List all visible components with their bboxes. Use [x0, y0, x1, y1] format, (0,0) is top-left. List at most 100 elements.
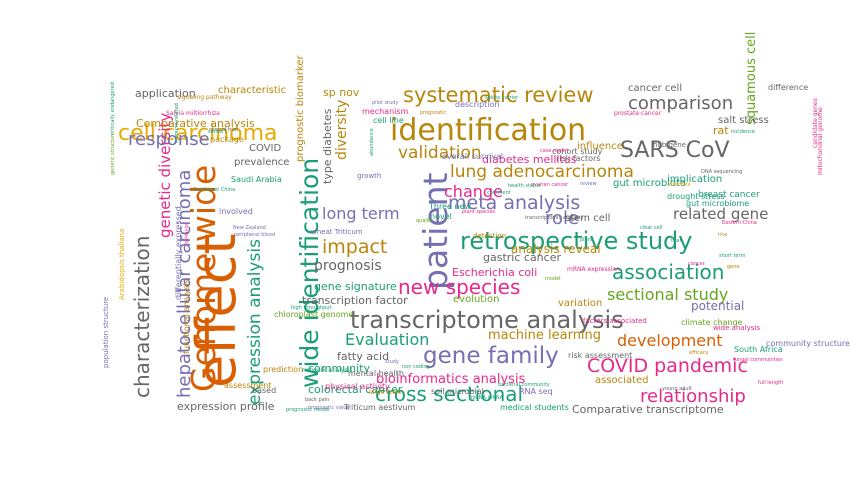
- word-population-structure: population structure: [102, 297, 110, 368]
- word-diversity: diversity: [334, 100, 350, 160]
- word-description: description: [455, 100, 499, 109]
- word-genetic-diversity: genetic diversity: [156, 113, 174, 238]
- word-transcriptome-analysis: transcriptome analysis: [350, 306, 624, 334]
- word-salvia-miltiorrhiza: Salvia miltiorrhiza: [166, 110, 220, 117]
- word-south-africa: South Africa: [734, 345, 783, 354]
- word-effect: effect: [185, 233, 248, 388]
- word-quality: quality: [416, 218, 433, 224]
- word-impact: impact: [322, 236, 387, 258]
- word-network-analysis: network analysis: [302, 367, 353, 374]
- word-solute-carrier: solute carrier: [485, 95, 519, 101]
- word-comparison: comparison: [628, 93, 733, 114]
- word-incidence: incidence: [731, 129, 755, 135]
- word-back-pain: back pain: [305, 397, 329, 403]
- word-mirna-mrna: miRNA mRNA: [469, 395, 504, 401]
- word-role: role: [545, 208, 579, 229]
- word-based: based: [252, 386, 276, 395]
- word-prognostic-model: prognostic model: [286, 407, 329, 413]
- word-prostate-cancer: prostate cancer: [614, 110, 662, 117]
- word-behavior: behavior: [184, 221, 190, 244]
- word-short-term: short term: [719, 253, 745, 259]
- word-southwest-china: Southwest China: [193, 187, 235, 193]
- word-mitochondrial-genome: mitochondrial genome: [817, 107, 824, 175]
- word-stem-cell: stem cell: [565, 213, 610, 224]
- word-clear-cell: clear cell: [640, 225, 663, 231]
- word-case-report: case report: [540, 148, 568, 154]
- word-comparative-transcriptome: Comparative transcriptome: [572, 403, 724, 416]
- word-clinical-trial: clinical trial: [209, 127, 238, 133]
- word-influence: influence: [577, 141, 623, 152]
- word-relationship: relationship: [640, 386, 746, 407]
- word-breast-cancer: breast cancer: [698, 190, 760, 200]
- word-prognostic-value: prognostic value: [308, 405, 350, 411]
- word-expression-profile: expression profile: [177, 400, 275, 413]
- word-colorectal-cancer: colorectal cancer: [308, 383, 403, 396]
- word-model: model: [545, 276, 561, 282]
- word-change: change: [444, 182, 503, 201]
- word-cancer: cancer: [688, 261, 706, 267]
- word-pilot-study: pilot study: [372, 100, 398, 106]
- word-identification: identification: [390, 113, 586, 148]
- word-rat: rat: [713, 124, 729, 137]
- word-wide-analysis: wide analysis: [713, 324, 760, 332]
- word-detection: detection: [473, 232, 506, 240]
- word-type-diabetes: type diabetes: [321, 108, 334, 184]
- word-efficacy: efficacy: [689, 350, 708, 356]
- word-hub-gene: hub gene: [653, 141, 686, 149]
- word-community: community: [308, 362, 371, 375]
- word-package: package: [210, 135, 244, 144]
- word-sars-cov: SARS CoV: [620, 138, 730, 163]
- word-prevalence: prevalence: [234, 157, 289, 168]
- word-implication: implication: [667, 174, 722, 185]
- word-physical-activity: physical activity: [325, 382, 390, 391]
- word-climate-change: climate change: [681, 318, 743, 327]
- word-mental-health: mental health: [348, 369, 404, 378]
- word-differentially-expressed: differentially expressed: [174, 206, 183, 300]
- word-community-structure: community structure: [766, 339, 850, 348]
- word-candidate-genes: candidate genes: [812, 98, 819, 148]
- word-rice: rice: [718, 232, 727, 238]
- word-risk-assessment: risk assessment: [568, 351, 632, 360]
- word-analysis-reveal: analysis reveal: [511, 242, 601, 256]
- word-response: response: [128, 129, 210, 150]
- word-potential: potential: [691, 299, 744, 313]
- word-drought-stress: drought stress: [667, 192, 725, 201]
- word-structure: structure: [668, 182, 691, 188]
- word-evaluation: Evaluation: [345, 330, 429, 349]
- word-escherichia-coli: Escherichia coli: [452, 266, 537, 279]
- word-prediction: prediction: [263, 365, 303, 374]
- word-review: review: [580, 181, 597, 187]
- word-critically-endangered: critically endangered: [110, 82, 116, 135]
- word-gastric-cancer: gastric cancer: [483, 251, 561, 264]
- word-three-new: Three new: [428, 202, 471, 211]
- word-growth: growth: [357, 172, 381, 180]
- word-high-throughput: high throughput: [291, 305, 331, 311]
- word-factors-associated: factors associated: [583, 317, 647, 325]
- word-functional-analysis: functional analysis: [182, 279, 191, 354]
- word-full-length: full length: [758, 380, 783, 386]
- word-associated: associated: [595, 375, 649, 386]
- word-new-zealand: New Zealand: [233, 225, 266, 231]
- word-meta-analysis: meta analysis: [448, 192, 580, 214]
- word-comparative-analysis: Comparative analysis: [136, 117, 255, 130]
- word-squamous-cell: squamous cell: [744, 32, 759, 125]
- word-large-scale: large scale: [369, 389, 402, 396]
- word-involved: involved: [219, 207, 253, 216]
- word-health-status: health status: [508, 183, 541, 189]
- word-mechanism: mechanism: [362, 107, 409, 116]
- word-wheat-triticum: wheat Triticum: [311, 228, 363, 236]
- word-transcription-factor: transcription factor: [302, 294, 408, 307]
- word-wide-identification: wide identification: [295, 158, 324, 388]
- word-evolution: evolution: [453, 294, 499, 305]
- word-cell-carcinoma: cell carcinoma: [118, 121, 278, 146]
- word-ovarian-cancer: ovarian cancer: [531, 182, 569, 188]
- word-rna-seq: RNA seq: [519, 387, 553, 396]
- word-young-adult: young adult: [662, 386, 692, 392]
- word-soil-microbial: soil microbial: [431, 387, 484, 396]
- word-triticum-aestivum: Triticum aestivum: [343, 403, 416, 412]
- word-risk-factors: risk factors: [556, 154, 600, 163]
- word-peripheral-blood: peripheral blood: [234, 232, 275, 238]
- word-cohort-study: cohort study: [552, 147, 603, 156]
